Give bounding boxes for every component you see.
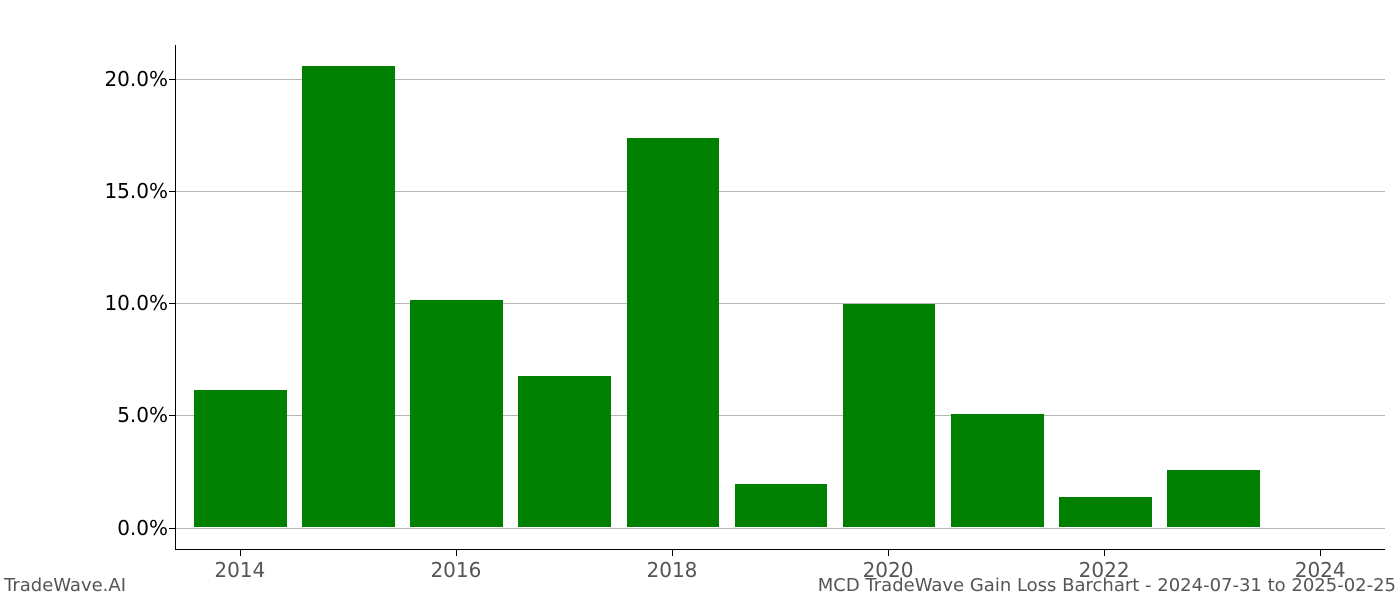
- bar: [410, 300, 503, 527]
- x-tick-mark: [240, 550, 241, 556]
- y-tick-label: 5.0%: [117, 403, 168, 427]
- bar: [518, 376, 611, 526]
- y-tick-label: 20.0%: [104, 67, 168, 91]
- bar: [302, 66, 395, 526]
- y-tick-label: 15.0%: [104, 179, 168, 203]
- y-tick-mark: [169, 79, 175, 80]
- footer-brand: TradeWave.AI: [4, 575, 126, 596]
- x-tick-mark: [672, 550, 673, 556]
- plot-area: [175, 45, 1385, 550]
- bar: [735, 484, 828, 527]
- x-tick-mark: [888, 550, 889, 556]
- bar: [1167, 470, 1260, 526]
- chart-container: 0.0%5.0%10.0%15.0%20.0% 2014201620182020…: [0, 0, 1400, 600]
- footer-caption: MCD TradeWave Gain Loss Barchart - 2024-…: [818, 575, 1396, 596]
- y-tick-mark: [169, 303, 175, 304]
- x-tick-label: 2018: [647, 558, 698, 582]
- bar: [627, 138, 720, 526]
- x-tick-label: 2014: [214, 558, 265, 582]
- y-tick-label: 10.0%: [104, 291, 168, 315]
- x-tick-mark: [1320, 550, 1321, 556]
- y-tick-mark: [169, 191, 175, 192]
- bar: [1059, 497, 1152, 526]
- y-tick-mark: [169, 415, 175, 416]
- bar: [194, 390, 287, 527]
- x-tick-mark: [456, 550, 457, 556]
- gridline: [176, 528, 1385, 529]
- bar: [951, 414, 1044, 526]
- x-tick-label: 2016: [430, 558, 481, 582]
- x-tick-mark: [1104, 550, 1105, 556]
- y-tick-mark: [169, 528, 175, 529]
- y-tick-label: 0.0%: [117, 516, 168, 540]
- bar: [843, 304, 936, 526]
